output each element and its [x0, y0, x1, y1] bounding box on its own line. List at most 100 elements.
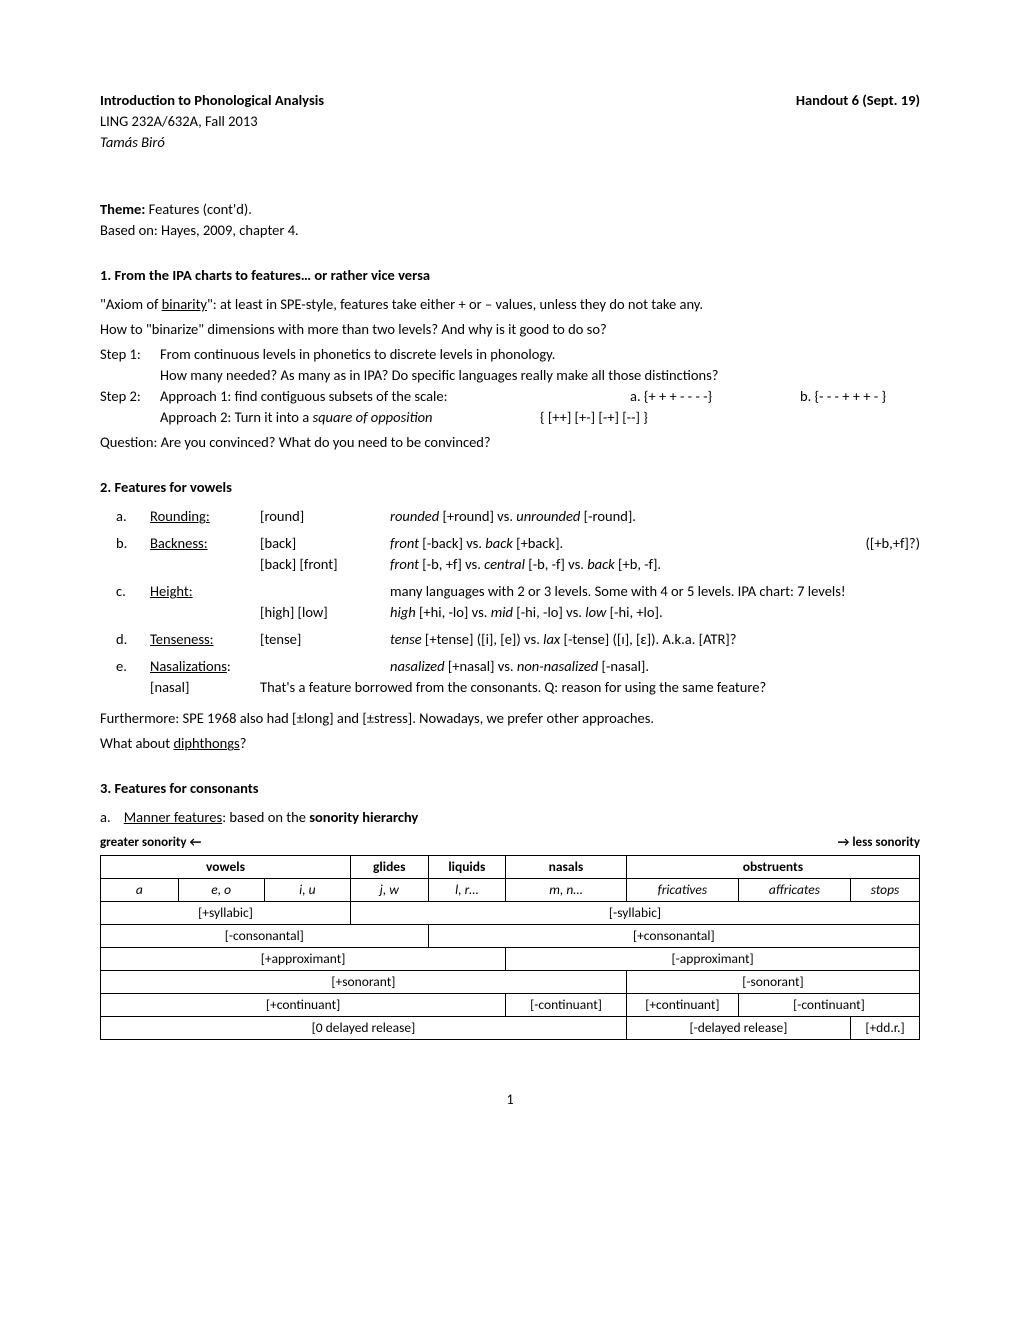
axiom-binarity: binarity: [162, 295, 207, 313]
feat-b-name: Backness:: [150, 533, 260, 575]
feat-e-letter: e.: [100, 656, 150, 698]
table-row: a e, o i, u j, w l, r… m, n… fricatives …: [101, 879, 920, 902]
feat-c-name: Height:: [150, 581, 260, 623]
step-2-a-set: a. {+ + + - - - -}: [630, 386, 800, 407]
step-2: Step 2: Approach 1: find contiguous subs…: [100, 386, 920, 428]
feat-c-line1: many languages with 2 or 3 levels. Some …: [390, 581, 920, 602]
cell-nsyllabic: [-syllabic]: [350, 902, 919, 925]
feat-e-m1: [+nasal] vs.: [445, 657, 517, 675]
section-3-a: a. Manner features: based on the sonorit…: [100, 807, 920, 828]
feat-c-high: high: [390, 603, 416, 621]
feat-c-desc: many languages with 2 or 3 levels. Some …: [260, 581, 920, 623]
feat-a-post: [-round].: [580, 507, 636, 525]
cell-sonorant: [+sonorant]: [101, 971, 627, 994]
feat-c-m2: [-hi, -lo] vs.: [513, 603, 585, 621]
cell-glides: glides: [350, 856, 428, 879]
feat-b-back: back: [485, 534, 513, 552]
cell-a: a: [101, 879, 179, 902]
step-2-label: Step 2:: [100, 386, 160, 428]
cell-syllabic: [+syllabic]: [101, 902, 351, 925]
feat-b-l1mid: [-back] vs.: [419, 534, 485, 552]
cell-ncontinuant1: [-continuant]: [506, 994, 627, 1017]
feat-d-desc: tense [+tense] ([i], [e]) vs. lax [-tens…: [390, 629, 920, 650]
feat-d-name: Tenseness:: [150, 629, 260, 650]
feat-c-mid: mid: [491, 603, 513, 621]
feat-d-m1: [+tense] ([i], [e]) vs.: [422, 630, 543, 648]
theme-line: Theme: Features (cont'd).: [100, 199, 920, 220]
cell-lr: l, r…: [428, 879, 506, 902]
cell-pos-delrel: [+dd.r.]: [850, 1017, 919, 1040]
feat-a-name: Rounding:: [150, 506, 260, 527]
theme-text: Features (cont'd).: [145, 200, 252, 218]
feature-tenseness: d. Tenseness: [tense] tense [+tense] ([i…: [100, 629, 920, 650]
course-title: Introduction to Phonological Analysis: [100, 90, 324, 111]
feat-b-l2m2: [-b, -f] vs.: [525, 555, 587, 573]
feat-d-bracket: [tense]: [260, 629, 390, 650]
step-1: Step 1: From continuous levels in phonet…: [100, 344, 920, 386]
feat-a-letter: a.: [100, 506, 150, 527]
feat-b-l2post: [+b, -f].: [615, 555, 661, 573]
step-2-ap2-set: { [++] [+-] [-+] [--] }: [490, 407, 648, 428]
step-2-ap2-pre: Approach 2: Turn it into a: [160, 408, 312, 426]
page-number: 1: [100, 1090, 920, 1110]
cell-stops: stops: [850, 879, 919, 902]
feat-b-letter: b.: [100, 533, 150, 575]
feat-b-l1post: [+back].: [513, 534, 563, 552]
feat-b-brackets: [back] [back] [front]: [260, 533, 390, 575]
feat-b-bracket1: [back]: [260, 533, 390, 554]
feat-d-lax: lax: [543, 630, 560, 648]
cell-eo: e, o: [178, 879, 264, 902]
feat-d-letter: d.: [100, 629, 150, 650]
cell-approximant: [+approximant]: [101, 948, 506, 971]
section-2-title: 2. Features for vowels: [100, 477, 920, 498]
feat-a-desc: rounded [+round] vs. unrounded [-round].: [390, 506, 920, 527]
feat-c-low: low: [585, 603, 606, 621]
axiom-pre: "Axiom of: [100, 295, 162, 313]
cell-ncontinuant2: [-continuant]: [738, 994, 919, 1017]
binarize-line: How to "binarize" dimensions with more t…: [100, 319, 920, 340]
axiom-post: ": at least in SPE-style, features take …: [207, 295, 703, 313]
s3-a-sonority: sonority hierarchy: [309, 808, 418, 826]
table-row: [0 delayed release] [-delayed release] […: [101, 1017, 920, 1040]
feature-height: c. Height: [high] [low] many languages w…: [100, 581, 920, 623]
feat-d-tense: tense: [390, 630, 422, 648]
feat-e-line2: That's a feature borrowed from the conso…: [150, 677, 920, 698]
section-3-title: 3. Features for consonants: [100, 778, 920, 799]
feat-b-l2-back: back: [587, 555, 615, 573]
course-code: LING 232A/632A, Fall 2013: [100, 111, 920, 132]
diphthongs-word: diphthongs: [173, 734, 239, 752]
feat-b-bracket2: [back] [front]: [260, 554, 390, 575]
cell-nconsonantal: [-consonantal]: [101, 925, 429, 948]
s3-a-letter: a.: [100, 808, 111, 826]
cell-mn: m, n…: [506, 879, 627, 902]
feat-b-front: front: [390, 534, 419, 552]
diphthongs-post: ?: [240, 734, 247, 752]
sonority-table: vowels glides liquids nasals obstruents …: [100, 855, 920, 1040]
step-2-ap2-italic: square of opposition: [312, 408, 432, 426]
cell-jw: j, w: [350, 879, 428, 902]
cell-neg-delrel: [-delayed release]: [626, 1017, 850, 1040]
feat-d-post: [-tense] ([ɪ], [ɛ]). A.k.a. [ATR]?: [560, 630, 736, 648]
section-1-title: 1. From the IPA charts to features… or r…: [100, 265, 920, 286]
cell-liquids: liquids: [428, 856, 506, 879]
sonority-arrows: greater sonority ← → less sonority: [100, 834, 920, 853]
theme-label: Theme:: [100, 200, 145, 218]
cell-nsonorant: [-sonorant]: [626, 971, 919, 994]
table-row: vowels glides liquids nasals obstruents: [101, 856, 920, 879]
sonority-right: → less sonority: [838, 834, 920, 853]
step-1-line2: How many needed? As many as in IPA? Do s…: [160, 365, 920, 386]
step-2-approach-1: Approach 1: find contiguous subsets of t…: [160, 386, 630, 407]
feat-e-nonnasal: non-nasalized: [517, 657, 598, 675]
based-on: Based on: Hayes, 2009, chapter 4.: [100, 220, 920, 241]
feat-e-name: Nasalizations: [150, 657, 227, 675]
s3-a-mid: : based on the: [222, 808, 309, 826]
furthermore-line: Furthermore: SPE 1968 also had [±long] a…: [100, 708, 920, 729]
handout-label: Handout 6 (Sept. 19): [796, 90, 920, 111]
feat-b-l2m1: [-b, +f] vs.: [419, 555, 484, 573]
feature-nasalizations: e. Nasalizations: [nasal] nasalized [+na…: [100, 656, 920, 698]
table-row: [+sonorant] [-sonorant]: [101, 971, 920, 994]
header: Introduction to Phonological Analysis Ha…: [100, 90, 920, 111]
axiom-line: "Axiom of binarity": at least in SPE-sty…: [100, 294, 920, 315]
feature-backness: b. Backness: [back] [back] [front] front…: [100, 533, 920, 575]
table-row: [+approximant] [-approximant]: [101, 948, 920, 971]
